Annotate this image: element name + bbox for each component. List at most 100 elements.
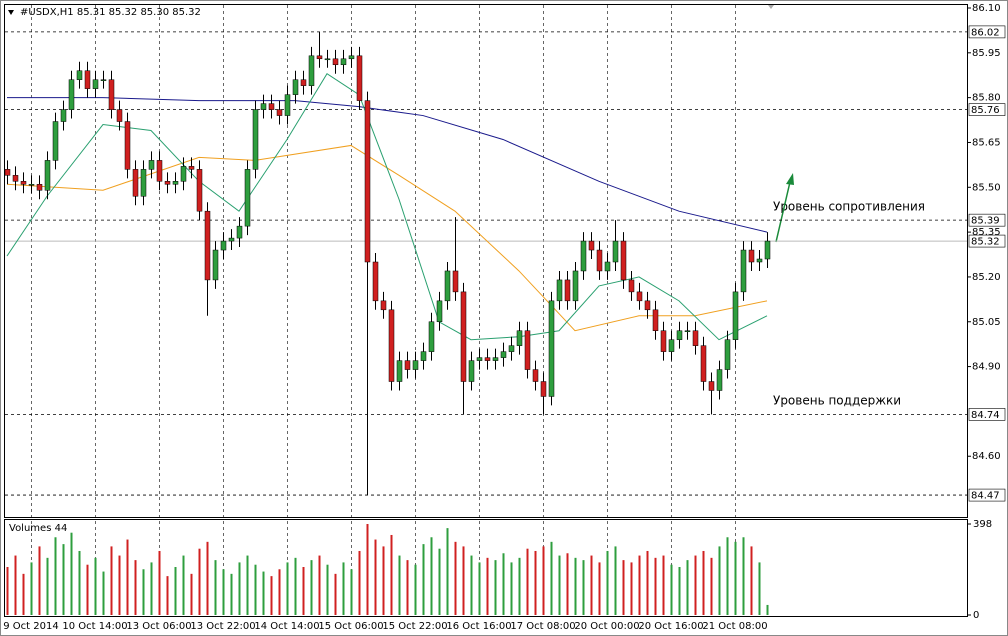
- candle-body: [620, 240, 627, 281]
- candle-body: [412, 360, 419, 370]
- menu-arrow[interactable]: [8, 10, 14, 15]
- candle-body: [756, 258, 763, 263]
- candle-body: [356, 55, 363, 101]
- y-tick-label: 85.65: [972, 137, 1001, 148]
- candle-body: [500, 351, 507, 358]
- candle-body: [340, 58, 347, 66]
- level-label: 85.39: [971, 216, 1000, 227]
- candle-body: [540, 381, 547, 397]
- candle-body: [204, 210, 211, 281]
- x-tick-label: 15 Oct 22:00: [382, 621, 447, 632]
- candle-body: [316, 55, 323, 60]
- candle-body: [468, 360, 475, 382]
- y-tick-label: 84.90: [972, 362, 1001, 373]
- ma-line: [7, 97, 768, 233]
- candle-body: [588, 240, 595, 251]
- level-label: 86.02: [971, 27, 1000, 38]
- candle-body: [244, 169, 251, 227]
- candle-body: [292, 79, 299, 95]
- candle-body: [372, 261, 379, 302]
- candle-body: [684, 330, 691, 332]
- candle-body: [484, 357, 491, 361]
- annotation: Уровень сопротивления: [773, 200, 925, 214]
- candle-body: [476, 357, 483, 361]
- candle-body: [396, 360, 403, 382]
- candle-body: [404, 360, 411, 370]
- x-tick-label: 10 Oct 14:00: [62, 621, 127, 632]
- candle-body: [332, 58, 339, 66]
- x-tick-label: 14 Oct 14:00: [254, 621, 319, 632]
- level-label: 85.76: [971, 105, 1000, 116]
- candle-body: [44, 160, 51, 191]
- x-tick-label: 20 Oct 00:00: [574, 621, 639, 632]
- y-tick-label: 85.05: [972, 317, 1001, 328]
- candle-body: [284, 94, 291, 116]
- level-box: [968, 408, 1006, 421]
- trend-arrow: [775, 181, 791, 243]
- y-tick-label: 84.60: [972, 451, 1001, 462]
- candle-body: [556, 279, 563, 302]
- candle-body: [12, 175, 19, 182]
- level-label: 84.74: [971, 410, 1000, 421]
- candle-body: [572, 270, 579, 302]
- candle-body: [20, 181, 27, 185]
- y-tick-label: 85.20: [972, 272, 1001, 283]
- y-tick-label: 86.10: [972, 3, 1001, 14]
- candle-body: [564, 279, 571, 302]
- candle-body: [708, 381, 715, 391]
- volume-panel: [4, 519, 968, 617]
- ma-line: [6, 73, 768, 341]
- candle-body: [580, 240, 587, 272]
- candle-body: [652, 309, 659, 331]
- candle-body: [196, 169, 203, 212]
- candle-body: [180, 166, 187, 182]
- candle-body: [732, 291, 739, 340]
- candle-body: [228, 237, 235, 242]
- candle-body: [548, 300, 555, 397]
- annotation: Уровень поддержки: [773, 394, 901, 408]
- candle-body: [116, 109, 123, 122]
- candle-body: [644, 300, 651, 311]
- candle-body: [460, 291, 467, 382]
- candle-body: [748, 249, 755, 263]
- candle-body: [604, 261, 611, 272]
- candle-body: [716, 369, 723, 391]
- level-label: 84.47: [971, 491, 1000, 502]
- candle-body: [300, 79, 307, 86]
- y-tick-label: 85.50: [972, 182, 1001, 193]
- volume-title: Volumes 44: [9, 523, 67, 534]
- candle-body: [380, 300, 387, 311]
- candle-body: [68, 79, 75, 110]
- price-box: [968, 234, 1006, 248]
- candle-body: [308, 55, 315, 86]
- x-tick-label: 13 Oct 22:00: [190, 621, 255, 632]
- candle-body: [92, 79, 99, 89]
- candle-body: [220, 240, 227, 251]
- candle-body: [668, 339, 675, 352]
- main-panel: [4, 4, 968, 518]
- candle-body: [636, 291, 643, 302]
- level-box: [968, 25, 1006, 39]
- volume-tick-label: 398: [973, 519, 992, 530]
- candle-body: [108, 79, 115, 110]
- candle-body: [612, 240, 619, 263]
- x-tick-label: 9 Oct 2014: [3, 621, 58, 632]
- candle-body: [84, 70, 91, 89]
- candle-body: [172, 181, 179, 185]
- candle-body: [212, 249, 219, 281]
- level-box: [968, 213, 1006, 227]
- candle-body: [4, 169, 11, 176]
- candle-body: [492, 357, 499, 361]
- candle-body: [516, 330, 523, 346]
- candle-body: [124, 121, 131, 170]
- candle-body: [252, 109, 259, 170]
- volume-tick-label: 0: [973, 610, 979, 621]
- candle-body: [740, 249, 747, 293]
- level-box: [968, 488, 1006, 502]
- candle-body: [132, 169, 139, 197]
- candle-body: [724, 339, 731, 370]
- candle-body: [260, 103, 267, 110]
- candle-body: [508, 345, 515, 352]
- candle-body: [436, 300, 443, 323]
